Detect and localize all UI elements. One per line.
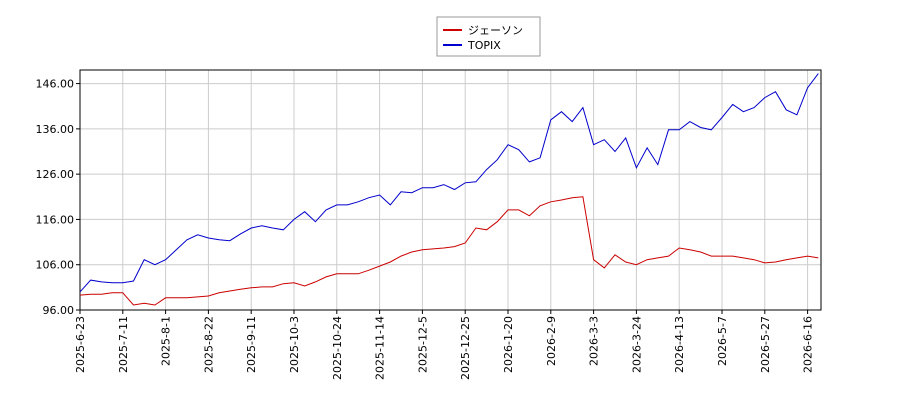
x-tick-label: 2026-5-27: [759, 316, 772, 373]
y-tick-label: 126.00: [36, 168, 75, 181]
x-tick-label: 2026-3-24: [630, 316, 643, 373]
x-tick-label: 2025-10-3: [288, 316, 301, 373]
series-line: [79, 196, 819, 306]
y-tick-label: 146.00: [36, 78, 75, 91]
x-tick-label: 2025-12-5: [416, 316, 429, 373]
x-tick-label: 2025-6-23: [74, 316, 87, 373]
legend: [436, 16, 541, 57]
y-tick-label: 136.00: [36, 123, 75, 136]
x-tick-label: 2025-11-14: [374, 316, 387, 380]
x-tick-label: 2025-9-11: [245, 316, 258, 373]
x-tick-label: 2026-4-13: [673, 316, 686, 373]
y-tick-label: 116.00: [36, 213, 75, 226]
x-tick-label: 2025-12-25: [459, 316, 472, 380]
x-tick-label: 2025-8-1: [160, 316, 173, 366]
plot-area: [80, 70, 821, 310]
x-tick-label: 2026-6-16: [802, 316, 815, 373]
x-tick-label: 2026-3-3: [588, 316, 601, 366]
series-line: [79, 73, 819, 293]
x-tick-label: 2025-8-22: [202, 316, 215, 373]
x-tick-label: 2025-7-11: [117, 316, 130, 373]
legend-label: TOPIX: [467, 39, 501, 52]
plot-frame: [79, 69, 822, 311]
x-tick-label: 2026-5-7: [716, 316, 729, 366]
x-tick-label: 2026-1-20: [502, 316, 515, 373]
legend-label: ジェーソン: [468, 24, 523, 37]
x-tick-label: 2026-2-9: [545, 316, 558, 366]
y-tick-label: 106.00: [36, 259, 75, 272]
y-tick-label: 96.00: [43, 304, 75, 317]
x-tick-label: 2025-10-24: [331, 316, 344, 380]
